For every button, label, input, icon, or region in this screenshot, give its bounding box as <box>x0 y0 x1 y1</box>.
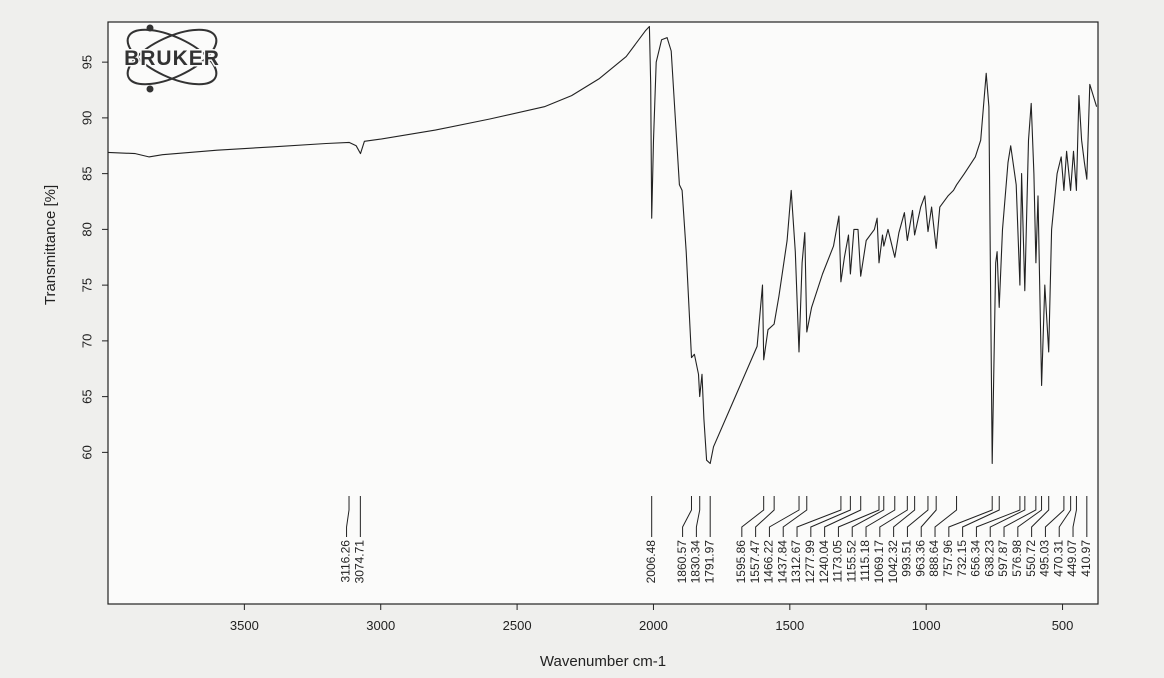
logo-dot <box>146 24 154 32</box>
x-tick-label: 2000 <box>639 618 668 633</box>
peak-label: 495.03 <box>1038 540 1052 577</box>
peak-marker <box>1044 496 1065 537</box>
y-tick-label: 95 <box>79 55 94 69</box>
peak-label: 638.23 <box>982 540 996 577</box>
x-tick-label: 1000 <box>912 618 941 633</box>
y-tick-label: 85 <box>79 166 94 180</box>
peak-label: 449.07 <box>1065 540 1079 577</box>
logo-dot <box>146 85 154 93</box>
peak-marker <box>782 496 808 537</box>
peak-marker <box>1058 496 1072 537</box>
peak-label: 1860.57 <box>675 540 689 584</box>
peak-label: 1069.17 <box>872 540 886 584</box>
peak-marker <box>948 496 993 537</box>
x-tick-label: 500 <box>1052 618 1074 633</box>
peak-label: 1173.05 <box>831 540 845 583</box>
peak-marker <box>934 496 958 537</box>
peak-label: 1557.47 <box>748 540 762 584</box>
peak-marker <box>1017 496 1043 537</box>
peak-label: 1595.86 <box>734 540 748 584</box>
y-axis-label: Transmittance [%] <box>42 185 59 305</box>
peak-marker <box>695 496 701 537</box>
peak-marker <box>1072 496 1077 537</box>
peak-marker <box>975 496 1021 537</box>
peak-label: 1115.18 <box>858 540 872 582</box>
peak-label: 3116.26 <box>339 540 353 583</box>
peak-marker <box>920 496 937 537</box>
peak-label: 597.87 <box>996 540 1010 577</box>
peak-label: 757.96 <box>941 540 955 577</box>
peak-marker <box>865 496 896 537</box>
peak-marker <box>1031 496 1050 537</box>
logo-orbit <box>126 28 218 86</box>
y-tick-label: 75 <box>79 278 94 292</box>
peak-marker <box>346 496 350 537</box>
peak-label: 1466.22 <box>762 540 776 584</box>
y-tick-label: 70 <box>79 334 94 348</box>
peak-marker <box>796 496 842 537</box>
x-tick-label: 3500 <box>230 618 259 633</box>
peak-label: 993.51 <box>900 540 914 577</box>
peak-label: 732.15 <box>955 540 969 577</box>
peak-label: 1312.67 <box>789 540 803 584</box>
spectrum-line <box>107 25 1098 465</box>
y-tick-label: 65 <box>79 389 94 403</box>
x-tick-label: 1500 <box>775 618 804 633</box>
peak-label: 576.98 <box>1010 540 1024 577</box>
peak-marker <box>893 496 916 537</box>
peak-marker <box>682 496 692 537</box>
peak-marker <box>768 496 800 537</box>
peak-label: 550.72 <box>1024 540 1038 577</box>
peak-label: 1791.97 <box>702 540 716 584</box>
peak-label: 3074.71 <box>353 540 367 584</box>
peak-label: 1042.32 <box>886 540 900 584</box>
logo-text: BRUKER <box>124 47 220 70</box>
x-tick-label: 2500 <box>503 618 532 633</box>
peak-label: 888.64 <box>927 540 941 577</box>
y-tick-label: 80 <box>79 222 94 236</box>
peak-label: 1240.04 <box>817 540 831 584</box>
y-tick-label: 60 <box>79 445 94 459</box>
x-axis-label: Wavenumber cm-1 <box>540 653 666 670</box>
peak-marker <box>741 496 765 537</box>
peak-marker <box>879 496 908 537</box>
plot-frame <box>107 21 1099 605</box>
peak-marker <box>837 496 880 537</box>
peak-label: 2006.48 <box>644 540 658 584</box>
peak-label: 470.31 <box>1051 540 1065 577</box>
peak-label: 1277.99 <box>803 540 817 584</box>
logo-orbit <box>126 28 218 86</box>
logo: BRUKER <box>123 24 220 93</box>
y-tick-label: 90 <box>79 111 94 125</box>
peak-marker <box>906 496 929 537</box>
peak-marker <box>1003 496 1037 537</box>
peak-label: 410.97 <box>1079 540 1093 577</box>
peak-marker <box>755 496 775 537</box>
peak-marker <box>962 496 1000 537</box>
peak-marker <box>989 496 1026 537</box>
peak-marker <box>851 496 885 537</box>
peak-label: 1155.52 <box>844 540 858 583</box>
peak-label: 963.36 <box>913 540 927 577</box>
peak-marker <box>824 496 862 537</box>
peak-label: 1437.84 <box>775 540 789 584</box>
peak-label: 656.34 <box>969 540 983 577</box>
peak-marker <box>810 496 851 537</box>
peak-label: 1830.34 <box>689 540 703 584</box>
x-tick-label: 3000 <box>366 618 395 633</box>
